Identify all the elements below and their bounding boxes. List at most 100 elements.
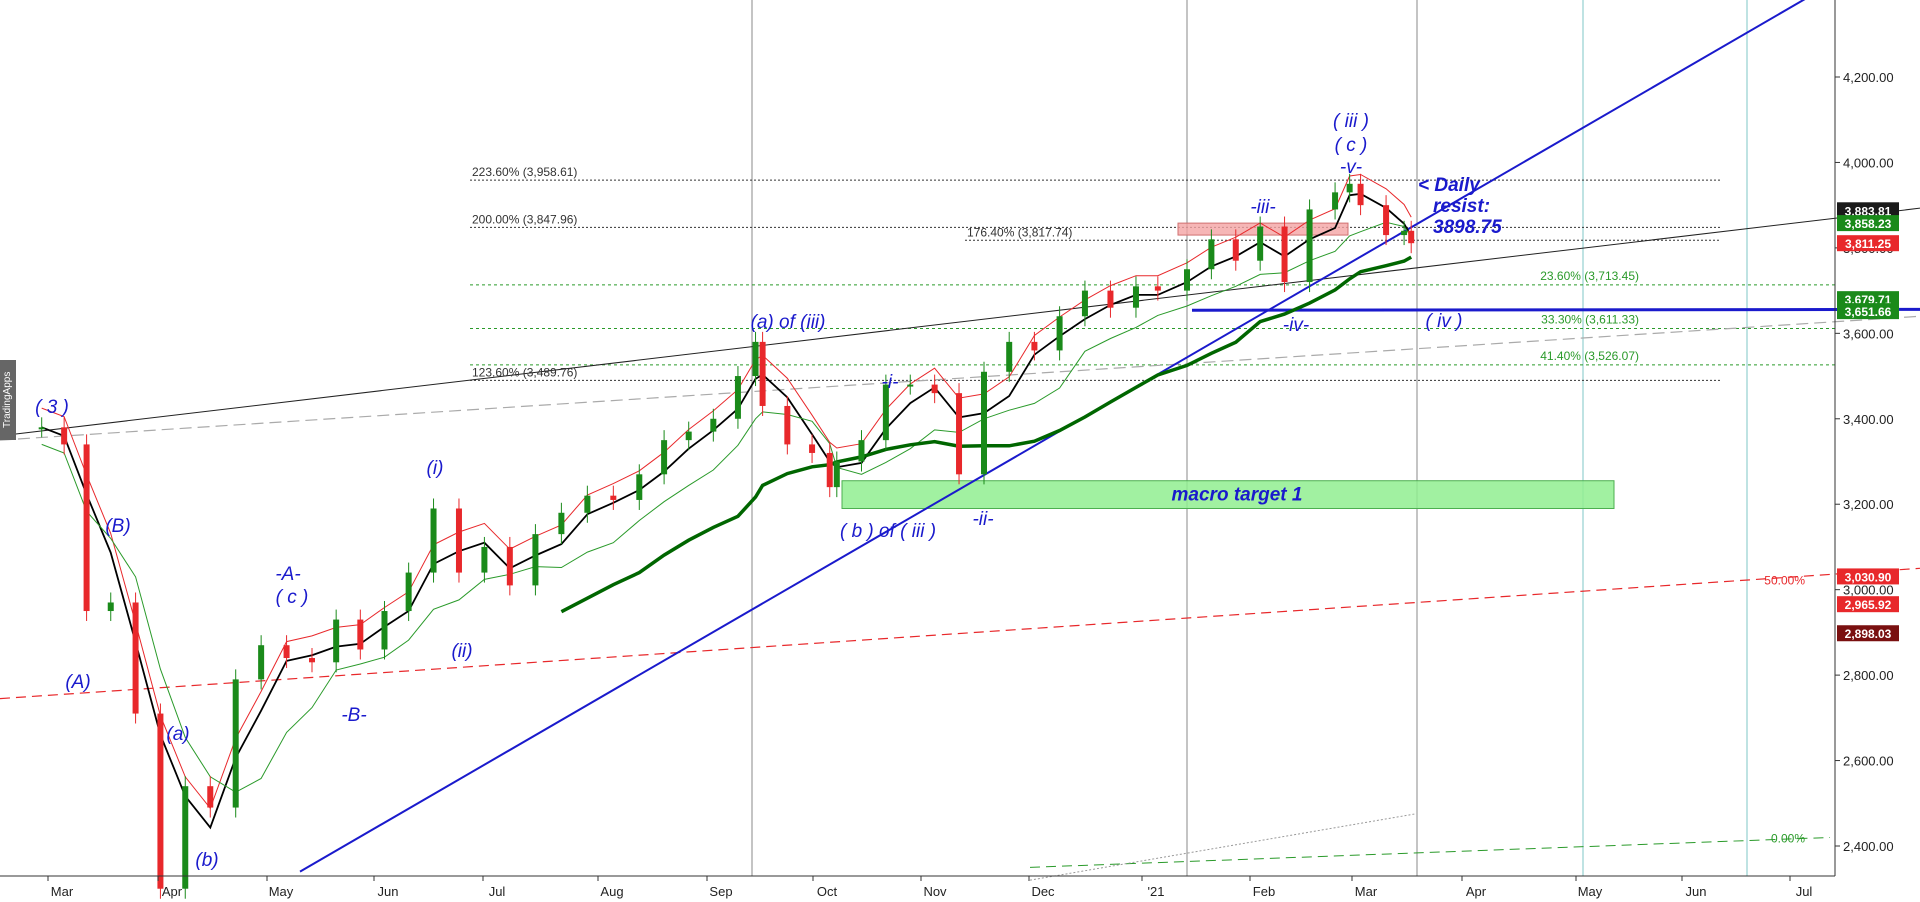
fib-retrace-label-1: 33.30% (3,611.33): [1541, 312, 1639, 326]
y-tick-label-5: 3,400.00: [1843, 412, 1894, 427]
candle-body-55: [1346, 183, 1353, 193]
price-tag-0: [1837, 202, 1899, 219]
wave-label-4: (b): [195, 850, 218, 871]
candle-body-22: [584, 495, 591, 513]
price-tag-5: [1837, 568, 1899, 585]
candle-body-6: [182, 786, 189, 889]
price-tag-2: [1837, 235, 1899, 252]
candle-body-14: [381, 611, 388, 650]
x-tick-label-2: May: [269, 884, 294, 899]
tradingapps-side-tab[interactable]: TradingApps: [0, 360, 16, 440]
candle-body-44: [1081, 290, 1088, 317]
wave-label-12: ( b ) of ( iii ): [840, 521, 936, 542]
candle-body-4: [132, 602, 139, 714]
candle-body-59: [1408, 230, 1415, 244]
price-tag-label-0: 3,883.81: [1845, 204, 1892, 218]
price-tag-label-6: 2,965.92: [1845, 598, 1892, 612]
price-tag-label-2: 3,811.25: [1845, 237, 1891, 251]
x-tick-label-12: Mar: [1355, 884, 1378, 899]
x-tick-label-5: Aug: [600, 884, 623, 899]
wave-label-2: (A): [65, 672, 90, 693]
wave-label-17: ( c ): [1335, 135, 1368, 156]
candle-body-18: [481, 546, 488, 573]
candle-body-3: [107, 602, 114, 612]
candle-body-40: [981, 371, 987, 475]
green-envelope-lower: [41, 221, 1412, 793]
wave-label-0: ( 3 ): [35, 397, 69, 418]
fib-extension-label-2: 176.40% (3,817.74): [967, 225, 1072, 239]
price-tag-7: [1837, 625, 1899, 642]
candle-body-42: [1031, 341, 1038, 351]
grey-dotted-channel-line: [1029, 813, 1416, 881]
x-tick-label-8: Nov: [923, 884, 947, 899]
candle-body-49: [1208, 239, 1215, 270]
price-tag-1: [1837, 215, 1899, 232]
blue-horizontal-support: [1191, 307, 1920, 312]
y-tick-label-9: 4,200.00: [1843, 70, 1894, 85]
wave-label-3: (a): [166, 724, 189, 745]
candle-body-17: [455, 508, 462, 573]
fib-retrace-label-2: 41.40% (3,526.07): [1540, 349, 1639, 363]
candle-body-2: [83, 444, 90, 612]
candle-body-10: [283, 645, 290, 659]
x-tick-label-1: Apr: [162, 884, 183, 899]
x-tick-label-3: Jun: [378, 884, 399, 899]
candle-body-1: [61, 427, 68, 445]
candle-body-30: [759, 341, 766, 406]
candle-body-56: [1357, 183, 1364, 206]
candle-body-37: [907, 384, 914, 387]
y-tick-label-1: 2,600.00: [1843, 754, 1894, 769]
x-tick-label-14: May: [1578, 884, 1603, 899]
x-tick-label-15: Jun: [1686, 884, 1707, 899]
candle-body-23: [610, 495, 617, 500]
candle-body-0: [38, 427, 45, 430]
candle-body-9: [258, 645, 265, 680]
price-tag-label-4: 3,651.66: [1845, 305, 1892, 319]
macro-target-box: [841, 480, 1615, 509]
candle-body-35: [858, 440, 865, 462]
candle-body-20: [532, 534, 539, 586]
upper-trend-line: [0, 207, 1920, 437]
candle-body-41: [1006, 341, 1013, 372]
wave-label-5: -A-: [275, 564, 300, 585]
wave-label-18: -v-: [1340, 157, 1362, 178]
fib-retrace-label-0: 23.60% (3,713.45): [1540, 269, 1639, 283]
candle-body-28: [734, 376, 741, 419]
candle-body-24: [636, 474, 643, 500]
fib-extension-label-1: 200.00% (3,847.96): [472, 212, 577, 226]
wave-label-15: -iv-: [1283, 315, 1309, 336]
channel-label-0: 50.00%: [1764, 574, 1805, 588]
x-tick-label-11: Feb: [1253, 884, 1275, 899]
wave-label-6: ( c ): [276, 587, 309, 608]
x-tick-label-7: Oct: [817, 884, 838, 899]
x-tick-label-6: Sep: [709, 884, 732, 899]
x-tick-label-10: '21: [1148, 884, 1165, 899]
y-tick-label-4: 3,200.00: [1843, 497, 1894, 512]
candle-body-13: [357, 619, 364, 650]
candle-body-29: [752, 341, 759, 377]
candle-body-21: [558, 512, 565, 535]
wave-label-11: -i-: [882, 372, 899, 393]
candle-body-27: [710, 418, 717, 432]
candle-body-38: [931, 384, 938, 394]
resist-note-line3: 3898.75: [1433, 217, 1502, 238]
resist-note-line2: resist:: [1433, 196, 1490, 217]
y-tick-label-0: 2,400.00: [1843, 839, 1894, 854]
candle-body-26: [685, 431, 692, 441]
x-tick-label-16: Jul: [1796, 884, 1813, 899]
wave-label-7: -B-: [341, 705, 366, 726]
wave-label-16: ( iii ): [1333, 111, 1369, 132]
channel-label-1: 0.00%: [1771, 831, 1805, 845]
candle-body-54: [1332, 192, 1339, 210]
green-dashed-channel-line: [1029, 836, 1831, 868]
y-tick-label-8: 4,000.00: [1843, 155, 1894, 170]
candle-body-34: [833, 461, 840, 488]
price-tag-6: [1837, 596, 1899, 613]
candle-body-52: [1281, 226, 1288, 283]
wave-label-13: -ii-: [972, 509, 993, 530]
candle-body-8: [232, 679, 239, 808]
candle-body-25: [661, 440, 668, 475]
wave-label-19: ( iv ): [1426, 311, 1463, 332]
